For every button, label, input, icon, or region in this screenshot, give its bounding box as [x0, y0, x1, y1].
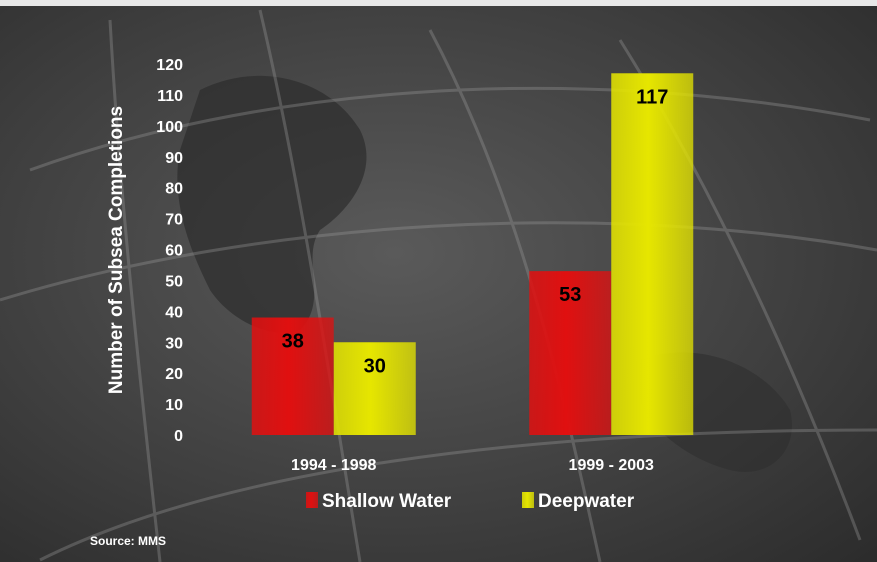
- data-label: 30: [364, 355, 386, 377]
- legend: Shallow Water Deepwater: [306, 491, 635, 512]
- y-axis-label: Number of Subsea Completions: [106, 106, 127, 394]
- legend-swatch: [306, 492, 318, 508]
- y-tick-label: 10: [165, 397, 183, 414]
- y-tick-label: 110: [157, 88, 183, 105]
- y-tick-label: 100: [156, 119, 183, 136]
- source-note: Source: MMS: [90, 534, 166, 548]
- y-tick-label: 80: [165, 181, 183, 198]
- y-tick-label: 50: [165, 273, 183, 290]
- data-label: 117: [636, 86, 668, 108]
- bar-deepwater-0: [333, 342, 416, 435]
- x-tick-label: 1994 - 1998: [291, 457, 377, 474]
- x-tick-label: 1999 - 2003: [569, 457, 655, 474]
- legend-swatch: [522, 492, 534, 508]
- data-label: 38: [282, 331, 304, 353]
- bar-shallow-water-0: [251, 317, 334, 435]
- y-tick-label: 90: [165, 150, 183, 167]
- y-tick-label: 20: [165, 366, 183, 383]
- x-axis: 1994 - 1998 1999 - 2003: [291, 457, 654, 474]
- bar-deepwater-1: [611, 73, 694, 436]
- y-tick-label: 0: [174, 428, 183, 445]
- y-tick-label: 30: [165, 335, 183, 352]
- legend-label: Deepwater: [538, 491, 635, 512]
- y-tick-label: 60: [165, 243, 183, 260]
- bar-shallow-water-1: [529, 271, 612, 435]
- y-tick-label: 40: [165, 304, 183, 321]
- y-axis: 0 10 20 30 40 50 60 70 80 90 100 110 120: [156, 57, 183, 445]
- y-tick-label: 120: [156, 57, 183, 74]
- bars: 38 30 53 117: [251, 73, 694, 436]
- data-label: 53: [559, 284, 581, 306]
- legend-label: Shallow Water: [322, 491, 452, 512]
- y-tick-label: 70: [165, 212, 183, 229]
